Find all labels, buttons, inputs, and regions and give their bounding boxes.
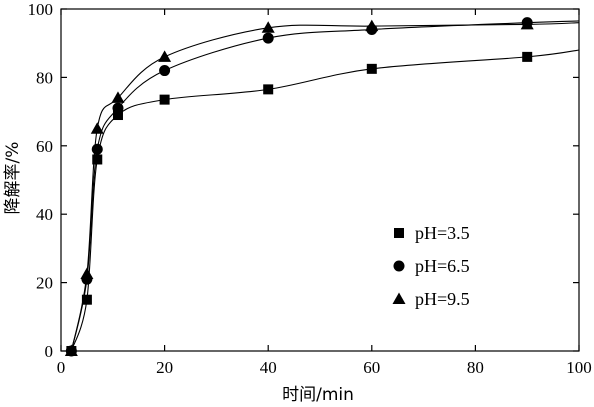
series-line-ph-9-5	[70, 22, 580, 352]
data-point-ph-3-5	[81, 294, 92, 305]
x-tick-label: 40	[260, 358, 277, 377]
x-tick-label: 20	[156, 358, 173, 377]
y-tick-label: 80	[36, 68, 53, 87]
legend-marker-ph-9-5	[392, 292, 406, 304]
legend-label-ph-6-5: pH=6.5	[415, 256, 470, 276]
data-point-ph-3-5	[263, 84, 274, 95]
data-point-ph-9-5	[261, 21, 275, 33]
data-point-ph-9-5	[158, 50, 172, 62]
data-point-ph-3-5	[366, 63, 377, 74]
plot-area-frame	[60, 8, 580, 352]
data-point-ph-9-5	[90, 122, 104, 134]
series-line-ph-6-5	[70, 20, 580, 352]
x-axis-label: 时间/min	[282, 385, 354, 405]
legend-marker-ph-3-5	[394, 228, 404, 238]
x-tick-label: 0	[57, 358, 66, 377]
x-tick-label: 80	[467, 358, 484, 377]
y-tick-label: 20	[36, 274, 53, 293]
data-point-ph-9-5	[365, 19, 379, 32]
data-point-ph-6-5	[262, 32, 274, 44]
series-line-ph-3-5	[70, 49, 580, 352]
y-tick-label: 0	[45, 342, 54, 361]
legend-label-ph-9-5: pH=9.5	[415, 289, 470, 309]
legend-label-ph-3-5: pH=3.5	[415, 223, 470, 243]
data-point-ph-9-5	[64, 344, 78, 356]
x-tick-label: 100	[566, 358, 592, 377]
data-point-ph-9-5	[520, 17, 534, 30]
data-point-ph-3-5	[92, 154, 103, 165]
data-point-ph-9-5	[111, 91, 125, 103]
y-tick-label: 100	[28, 0, 54, 19]
x-tick-label: 60	[363, 358, 380, 377]
legend-marker-ph-6-5	[393, 260, 405, 272]
y-tick-label: 60	[36, 137, 53, 156]
data-point-ph-6-5	[91, 143, 103, 155]
data-point-ph-3-5	[522, 51, 533, 62]
data-point-ph-6-5	[112, 102, 124, 114]
data-point-ph-9-5	[80, 267, 94, 280]
y-axis-label: 降解率/%	[3, 142, 23, 215]
data-point-ph-3-5	[112, 110, 123, 121]
y-tick-label: 40	[36, 205, 53, 224]
data-point-ph-3-5	[159, 94, 170, 105]
data-point-ph-6-5	[159, 65, 171, 77]
